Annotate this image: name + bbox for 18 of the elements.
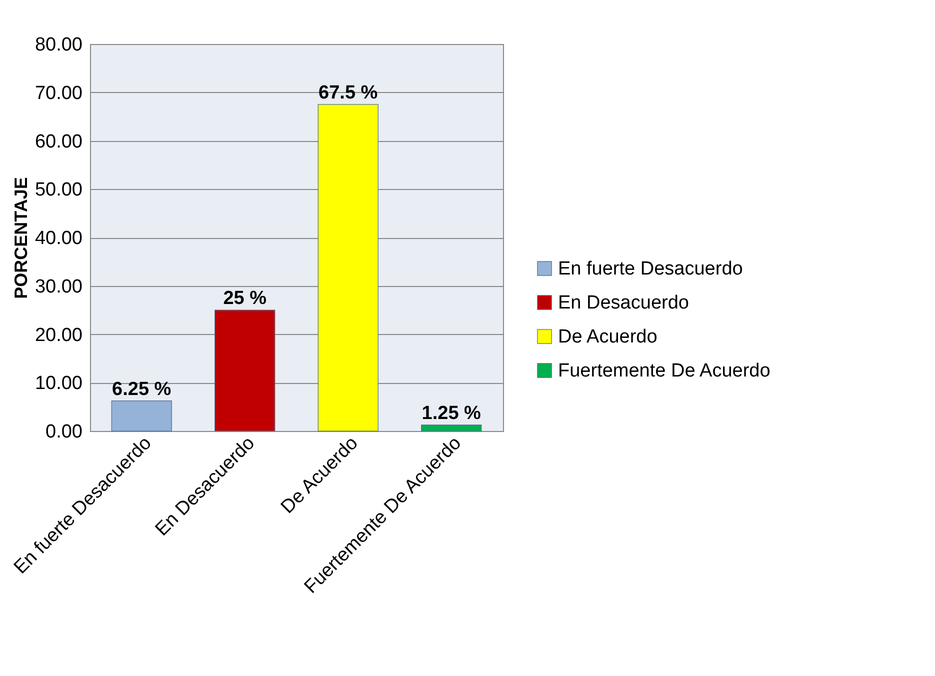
legend-label: Fuertemente De Acuerdo	[558, 360, 770, 382]
data-label: 1.25 %	[422, 402, 482, 424]
y-tick-label: 80.00	[34, 34, 82, 56]
y-tick-label: 30.00	[34, 276, 82, 298]
data-label: 6.25 %	[112, 378, 172, 400]
y-tick-label: 60.00	[34, 131, 82, 152]
y-tick-label: 20.00	[34, 324, 82, 346]
y-tick-label: 10.00	[34, 373, 82, 394]
y-axis-title: PORCENTAJE	[10, 177, 31, 299]
data-label: 25 %	[223, 288, 267, 310]
y-tick-label: 0.00	[46, 422, 82, 442]
y-tick-label: 50.00	[34, 180, 82, 201]
legend-label: En fuerte Desacuerdo	[558, 258, 743, 280]
data-label: 67.5 %	[318, 82, 378, 104]
y-tick-label: 70.00	[34, 82, 82, 104]
legend-label: De Acuerdo	[558, 326, 658, 348]
y-tick-label: 40.00	[34, 228, 82, 249]
legend-label: En Desacuerdo	[558, 292, 689, 314]
